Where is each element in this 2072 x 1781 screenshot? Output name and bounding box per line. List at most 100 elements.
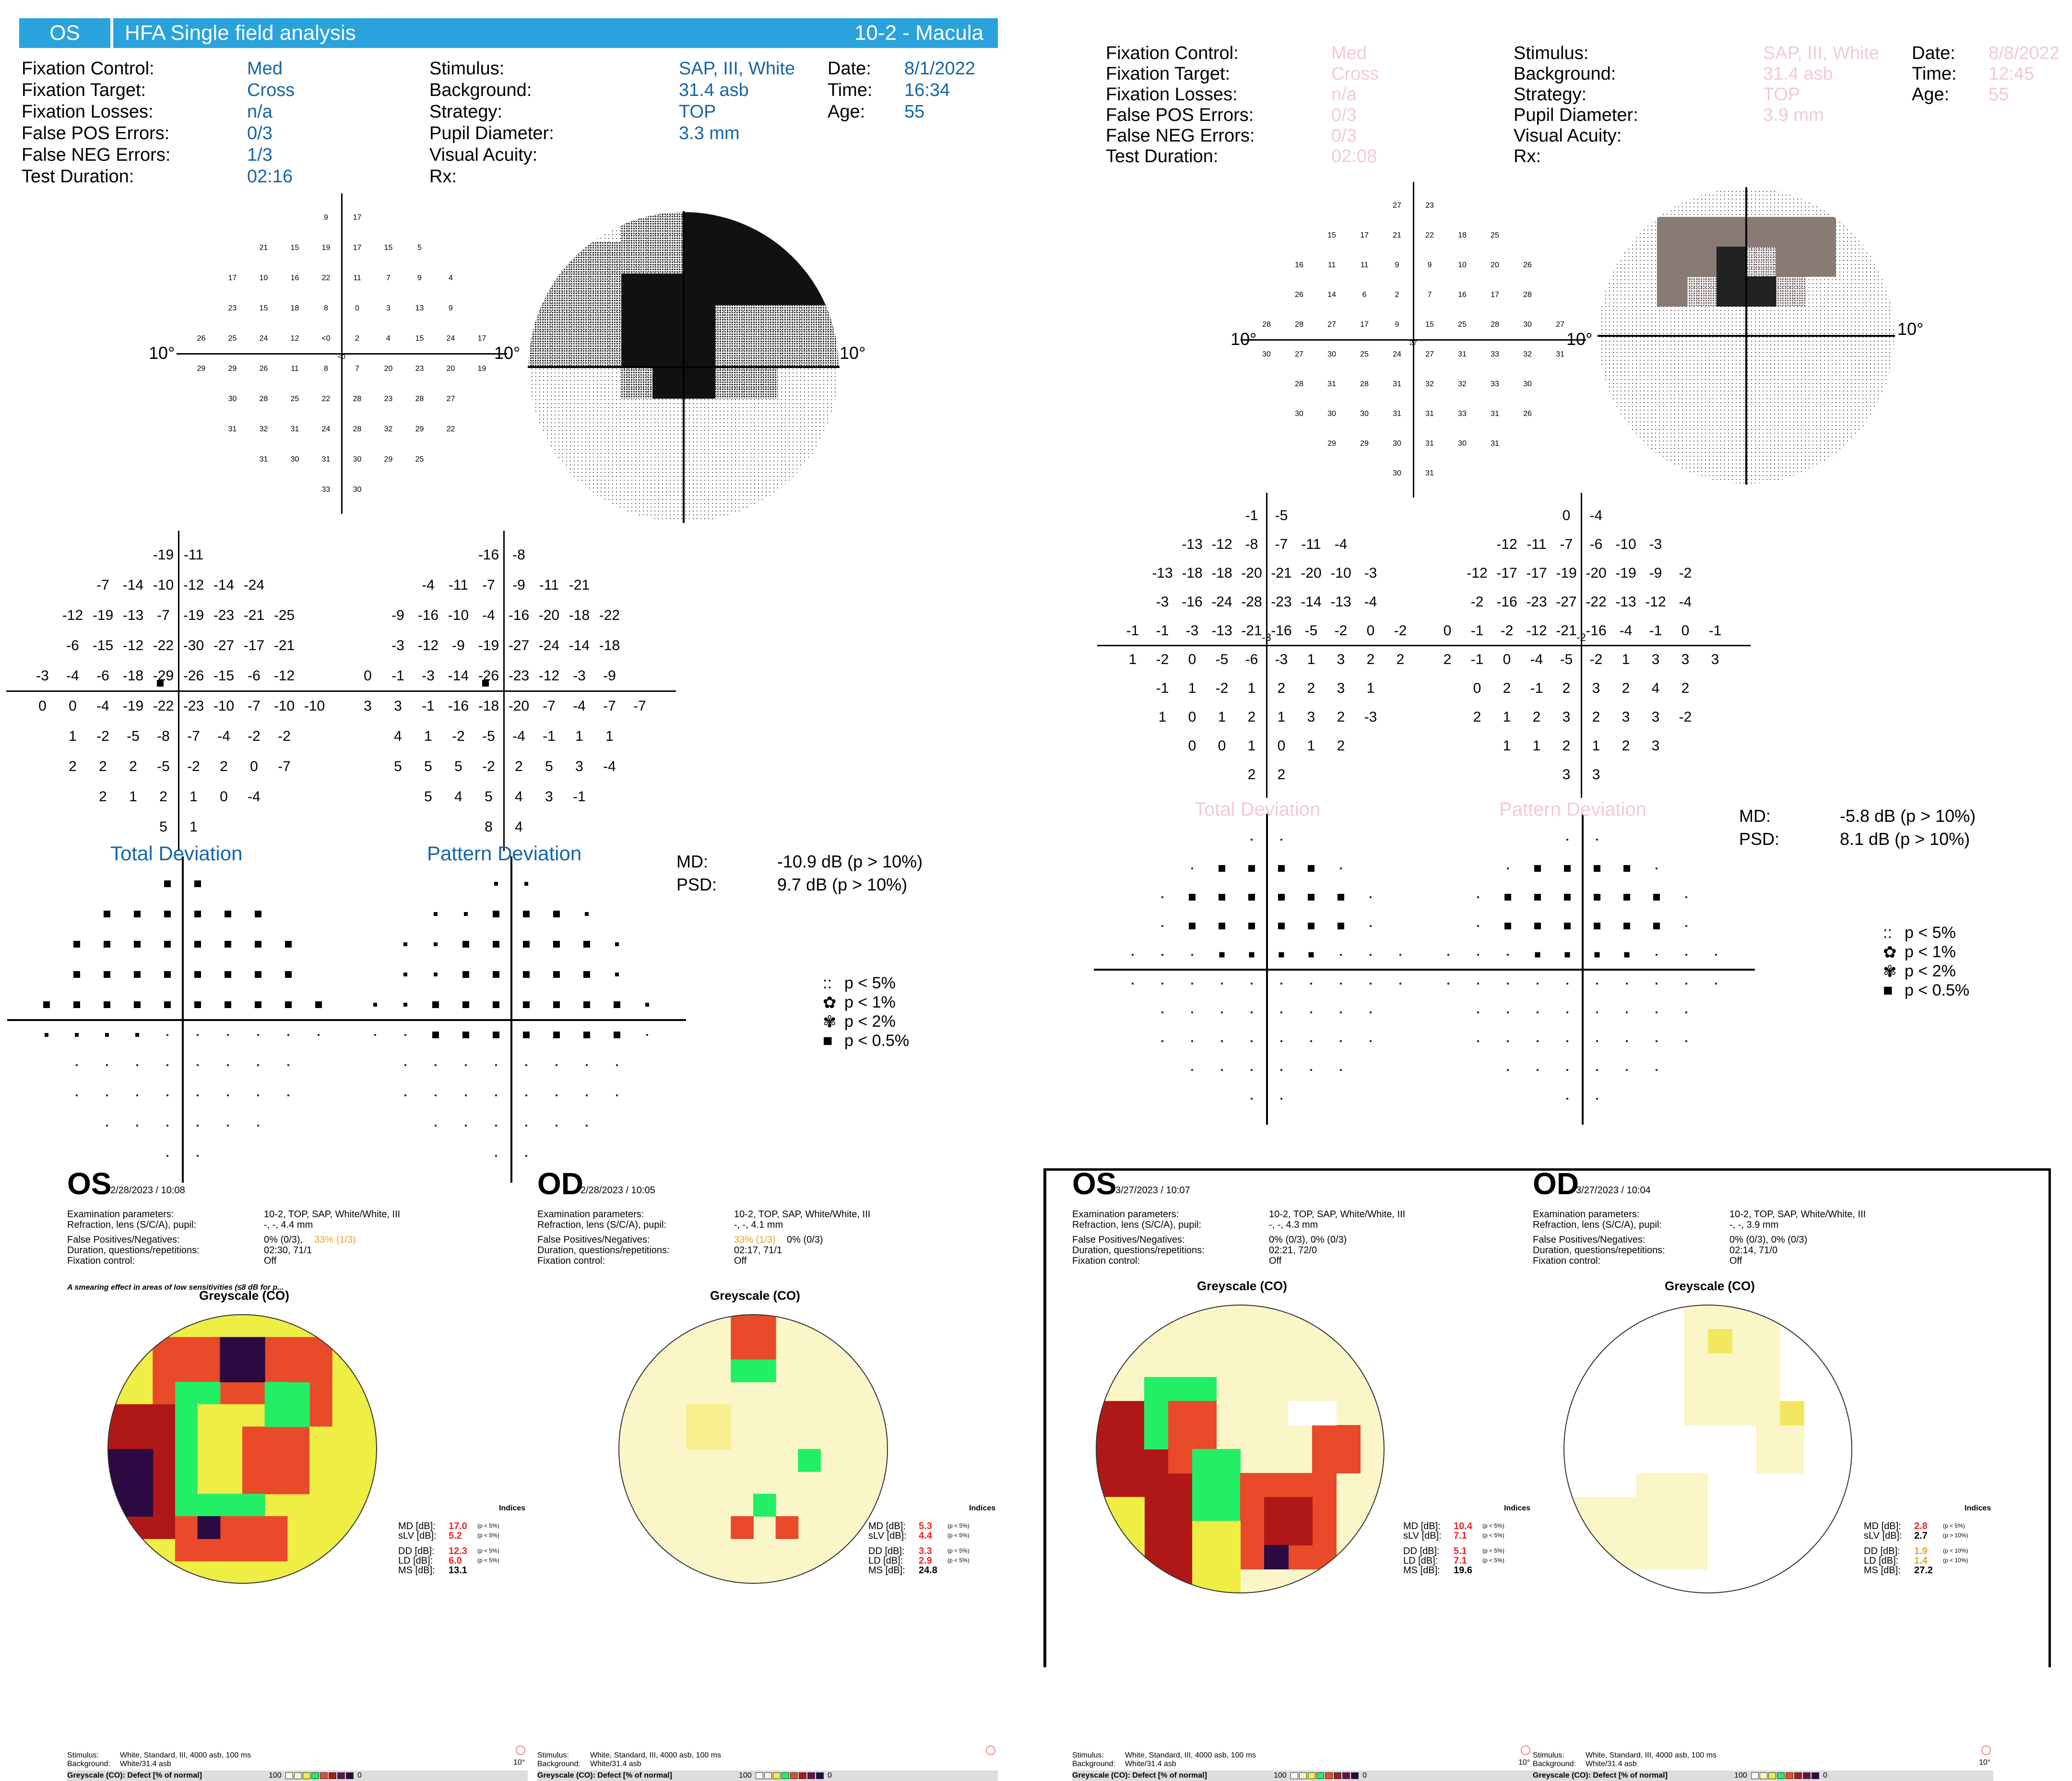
sensitivity-value: 25 <box>1360 350 1369 358</box>
greyscale-legend-bar: Greyscale (CO): Defect [% of normal] 100 0 <box>537 1770 998 1781</box>
legend-symbol: ■ <box>1883 981 1893 999</box>
param-label: Examination parameters: <box>1533 1209 1640 1220</box>
heatmap-cell <box>153 1426 176 1449</box>
deviation-value: -22 <box>153 637 174 653</box>
deviation-value: 0 <box>1188 738 1196 754</box>
probability-symbol <box>315 1001 322 1008</box>
heatmap-cell <box>1240 1329 1265 1354</box>
deviation-value: -22 <box>153 698 174 714</box>
sensitivity-value: 20 <box>446 364 455 373</box>
param-label: Duration, questions/repetitions: <box>1533 1245 1665 1256</box>
heatmap-border <box>107 1314 377 1584</box>
prob-horizontal-axis <box>1094 969 1439 971</box>
deviation-value: -9 <box>391 607 404 623</box>
md-label: MD: <box>676 852 708 871</box>
index-p: (p < 5%) <box>477 1547 499 1554</box>
heatmap-cell <box>686 1449 709 1472</box>
probability-symbol <box>1535 952 1540 958</box>
probability-symbol <box>1656 983 1658 985</box>
deviation-value: 4 <box>454 788 462 805</box>
heatmap-cell <box>332 1561 355 1583</box>
heatmap-cell <box>1804 1425 1828 1449</box>
heatmap-cell <box>1216 1401 1241 1425</box>
stimulus-label: Stimulus: <box>67 1751 99 1759</box>
probability-symbol <box>1370 983 1372 985</box>
heatmap-cell <box>1312 1449 1337 1473</box>
probability-symbol <box>284 971 292 978</box>
info-label: Fixation Losses: <box>22 102 154 122</box>
scale-swatch <box>320 1772 328 1779</box>
deviation-value: 2 <box>1562 738 1571 754</box>
heatmap-cell <box>175 1337 198 1360</box>
heatmap-cell <box>175 1426 198 1449</box>
probability-symbol <box>434 1064 437 1066</box>
probability-symbol <box>1477 1011 1479 1013</box>
sensitivity-value: 31 <box>1425 410 1434 418</box>
heatmap-cell <box>1096 1401 1121 1425</box>
heatmap-cell <box>1168 1497 1193 1521</box>
heatmap-cell <box>731 1382 754 1405</box>
heatmap-cell <box>1192 1353 1217 1377</box>
deviation-value: 3 <box>1562 767 1571 783</box>
heatmap-cell <box>354 1538 377 1562</box>
heatmap-cell <box>1216 1353 1241 1377</box>
index-label: MD [dB]: <box>1864 1521 1901 1532</box>
deviation-value: -3 <box>1364 709 1377 725</box>
heatmap-cell <box>242 1426 265 1449</box>
probability-symbol <box>1251 1098 1253 1100</box>
sensitivity-value: 31 <box>1556 350 1564 358</box>
heatmap-cell <box>1588 1569 1612 1593</box>
deviation-value: 5 <box>159 819 167 835</box>
heatmap-cell <box>1312 1497 1337 1521</box>
probability-symbol <box>615 942 619 946</box>
deviation-value: 1 <box>575 728 583 744</box>
probability-symbol <box>257 1064 259 1066</box>
greyscale-cell <box>559 242 591 274</box>
scale-swatch <box>285 1772 293 1779</box>
sensitivity-value: 14 <box>1327 291 1336 299</box>
heatmap-cell <box>798 1404 821 1427</box>
probability-symbol <box>1310 1069 1312 1071</box>
greyscale-title: Greyscale (CO) <box>710 1288 800 1303</box>
greyscale-cell <box>590 273 622 305</box>
index-value: 5.3 <box>919 1521 932 1532</box>
probability-symbol <box>133 971 141 978</box>
heatmap-cell <box>287 1494 310 1517</box>
sensitivity-value: 26 <box>1295 291 1303 299</box>
report-title: HFA Single field analysis <box>125 21 356 45</box>
probability-symbol <box>492 1001 499 1008</box>
probability-symbol <box>404 1064 406 1066</box>
deviation-value: 3 <box>1711 652 1719 667</box>
probability-symbol <box>1477 925 1479 927</box>
sensitivity-value: 10 <box>259 273 268 282</box>
heatmap-cell <box>1312 1401 1337 1425</box>
heatmap-cell <box>1192 1545 1217 1569</box>
heatmap-cell <box>842 1494 866 1517</box>
greyscale-cell <box>1776 276 1806 307</box>
greyscale-cell <box>746 212 778 243</box>
heatmap-cell <box>332 1426 355 1449</box>
deviation-value: 1 <box>1158 709 1167 725</box>
greyscale-cell <box>746 336 778 368</box>
deviation-value: -22 <box>1586 594 1607 610</box>
heatmap-cell <box>1216 1497 1241 1521</box>
greyscale-cell <box>1776 217 1806 247</box>
param-value: 10-2, TOP, SAP, White/White, III <box>1729 1209 1866 1220</box>
probability-symbol <box>462 1031 469 1038</box>
heatmap-cell <box>1828 1377 1852 1401</box>
heatmap-cell <box>354 1315 377 1338</box>
heatmap-cell <box>775 1516 799 1539</box>
heatmap-cell <box>1168 1449 1193 1473</box>
sensitivity-value: 6 <box>1362 291 1367 299</box>
heatmap-cell <box>1120 1305 1145 1330</box>
heatmap-cell <box>1120 1569 1145 1593</box>
probability-symbol <box>224 940 231 948</box>
index-value: 2.7 <box>1914 1531 1928 1541</box>
greyscale-cell <box>808 336 839 368</box>
probability-symbol <box>1219 923 1225 929</box>
heatmap-cell <box>1168 1545 1193 1569</box>
deviation-value: 3 <box>1681 652 1690 667</box>
heatmap-cell <box>1096 1305 1121 1330</box>
heatmap-cell <box>1144 1497 1169 1521</box>
horizontal-axis <box>176 353 507 355</box>
